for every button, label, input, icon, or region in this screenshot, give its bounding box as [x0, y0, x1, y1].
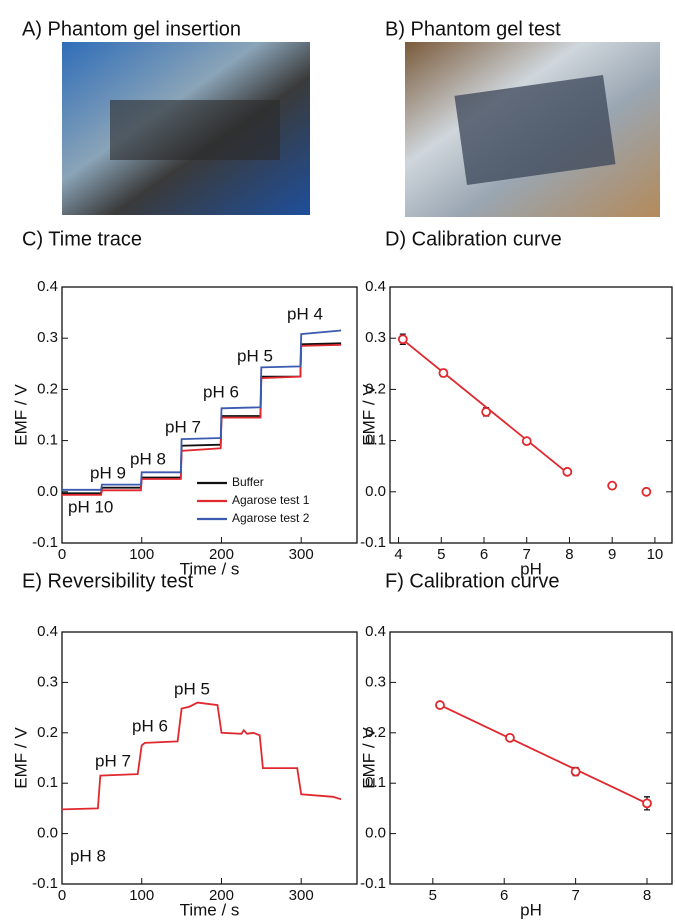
data-point [438, 368, 449, 378]
data-line [439, 704, 648, 805]
data-line [62, 329, 342, 491]
x-axis-label: Time / s [180, 900, 240, 919]
x-tick-label: 10 [647, 546, 664, 563]
chart-title: D) Calibration curve [385, 228, 562, 250]
x-tick-label: 0 [58, 546, 66, 563]
data-point [397, 334, 408, 345]
legend-label: Agarose test 1 [232, 493, 310, 507]
photo-a-detail [110, 100, 280, 160]
data-point [641, 486, 652, 497]
y-tick-label: -0.1 [360, 875, 386, 892]
annotation: pH 5 [237, 346, 273, 365]
x-tick-label: 300 [289, 887, 314, 904]
y-tick-label: 0.1 [365, 432, 386, 449]
plot-frame [389, 286, 673, 544]
x-axis-label: Time / s [180, 559, 240, 578]
y-tick-label: 0.4 [37, 623, 58, 640]
data-line [61, 701, 342, 811]
y-tick-label: 0.2 [365, 380, 386, 397]
y-tick-label: 0.2 [37, 380, 58, 397]
data-point [562, 466, 573, 477]
x-tick-label: 6 [480, 546, 488, 563]
chart-title: F) Calibration curve [385, 570, 560, 592]
y-tick-label: 0.0 [37, 483, 58, 500]
y-axis-label: EMF / V [359, 384, 378, 446]
x-tick-label: 9 [608, 546, 616, 563]
y-tick-label: -0.1 [32, 875, 58, 892]
x-tick-label: 6 [500, 887, 508, 904]
annotation: pH 4 [287, 304, 323, 323]
data-point [570, 766, 581, 777]
y-axis-label: EMF / V [359, 727, 378, 789]
y-tick-label: -0.1 [32, 534, 58, 551]
x-tick-label: 8 [565, 546, 573, 563]
y-tick-label: 0.0 [365, 825, 386, 842]
y-tick-label: 0.2 [37, 724, 58, 741]
y-tick-label: 0.1 [365, 774, 386, 791]
plot-frame [61, 286, 358, 544]
annotation: pH 7 [95, 751, 131, 770]
photo-title: A) Phantom gel insertion [22, 18, 241, 40]
annotation: pH 10 [68, 497, 113, 516]
y-axis-label: EMF / V [11, 727, 30, 789]
y-tick-label: 0.1 [37, 432, 58, 449]
x-tick-label: 200 [209, 887, 234, 904]
data-point [435, 700, 445, 710]
y-tick-label: 0.4 [37, 278, 58, 295]
data-point [521, 436, 532, 447]
plot-frame [389, 631, 673, 885]
x-axis-label: pH [520, 559, 542, 578]
data-point [642, 798, 652, 809]
x-tick-label: 7 [571, 887, 579, 904]
y-tick-label: 0.1 [37, 774, 58, 791]
annotation: pH 8 [130, 449, 166, 468]
x-tick-label: 8 [643, 887, 651, 904]
x-axis-label: pH [520, 900, 542, 919]
data-line [402, 339, 568, 474]
y-tick-label: 0.3 [37, 673, 58, 690]
photo-title: B) Phantom gel test [385, 18, 561, 40]
data-point [505, 732, 515, 743]
y-tick-label: 0.2 [365, 724, 386, 741]
y-tick-label: 0.3 [365, 329, 386, 346]
chart-title: E) Reversibility test [22, 570, 194, 592]
chart-title: C) Time trace [22, 228, 142, 250]
x-tick-label: 5 [437, 546, 445, 563]
x-tick-label: 5 [429, 887, 437, 904]
y-tick-label: 0.3 [37, 329, 58, 346]
data-line [62, 344, 342, 496]
annotation: pH 7 [165, 417, 201, 436]
legend-label: Buffer [232, 475, 264, 489]
plot-frame [61, 631, 358, 885]
y-tick-label: 0.4 [365, 623, 386, 640]
x-tick-label: 100 [129, 546, 154, 563]
x-tick-label: 200 [209, 546, 234, 563]
annotation: pH 9 [90, 463, 126, 482]
y-tick-label: 0.4 [365, 278, 386, 295]
x-tick-label: 7 [523, 546, 531, 563]
y-tick-label: 0.3 [365, 673, 386, 690]
y-tick-label: -0.1 [360, 534, 386, 551]
x-tick-label: 100 [129, 887, 154, 904]
x-tick-label: 4 [394, 546, 402, 563]
data-point [607, 480, 618, 491]
annotation: pH 5 [174, 679, 210, 698]
x-tick-label: 300 [289, 546, 314, 563]
annotation: pH 6 [203, 382, 239, 401]
y-tick-label: 0.0 [37, 825, 58, 842]
x-tick-label: 0 [58, 887, 66, 904]
annotation: pH 8 [70, 846, 106, 865]
photo-b-detail [454, 74, 616, 186]
annotation: pH 6 [132, 716, 168, 735]
y-axis-label: EMF / V [11, 384, 30, 446]
data-point [481, 407, 492, 417]
legend-label: Agarose test 2 [232, 511, 310, 525]
y-tick-label: 0.0 [365, 483, 386, 500]
